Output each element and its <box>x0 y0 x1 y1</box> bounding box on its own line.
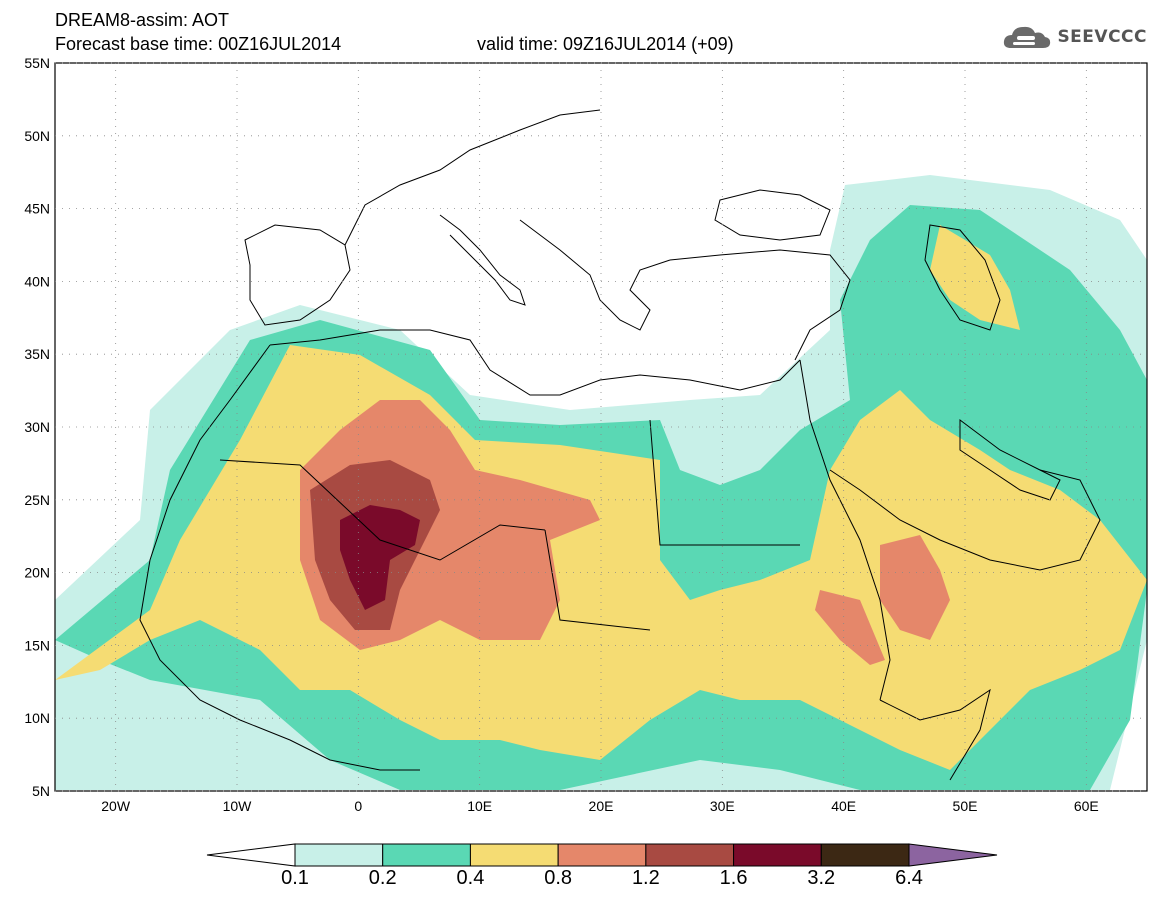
colorbar-tick-label: 0.4 <box>456 867 485 889</box>
latitude-labels: 5N 10N 15N 20N 25N 30N 35N 40N 45N 50N 55N <box>24 55 50 799</box>
aot-band-0.8-arabia <box>880 535 950 640</box>
colorbar-tick-label: 3.2 <box>807 867 836 889</box>
lat-tick-label: 35N <box>24 346 50 362</box>
coastlines <box>139 109 1101 781</box>
colorbar-tick-label: 1.6 <box>719 867 748 889</box>
lon-tick-label: 60E <box>1074 798 1099 814</box>
colorbar-low-extend <box>206 843 296 867</box>
lon-tick-label: 10W <box>223 798 253 814</box>
cloud-icon <box>1004 26 1051 48</box>
lat-tick-label: 40N <box>24 273 50 289</box>
lat-tick-label: 5N <box>32 783 50 799</box>
colorbar-high-extend <box>908 843 998 867</box>
lat-tick-label: 25N <box>24 492 50 508</box>
colorbar-tick-label: 1.2 <box>631 867 660 889</box>
aot-band-0.4-caspian <box>930 225 1020 330</box>
aot-band-0.8-redsea <box>815 590 885 665</box>
colorbar-tick-label: 6.4 <box>895 867 923 889</box>
valid-time: valid time: 09Z16JUL2014 (+09) <box>477 34 734 54</box>
colorbar-swatch <box>820 843 910 867</box>
lon-tick-label: 20W <box>101 798 131 814</box>
colorbar-swatch <box>557 843 647 867</box>
forecast-base-time: Forecast base time: 00Z16JUL2014 <box>55 34 342 54</box>
lon-tick-label: 10E <box>467 798 492 814</box>
colorbar-tick-label: 0.2 <box>368 867 397 889</box>
lon-tick-label: 20E <box>589 798 614 814</box>
lat-tick-label: 10N <box>24 710 50 726</box>
logo-text: SEEVCCC <box>1057 27 1147 47</box>
lat-tick-label: 45N <box>24 201 50 217</box>
aot-band-1.6 <box>340 505 420 610</box>
colorbar-swatch <box>733 843 822 867</box>
lon-tick-label: 40E <box>831 798 856 814</box>
colorbar-swatch <box>469 843 559 867</box>
lon-tick-label: 30E <box>710 798 735 814</box>
lon-tick-label: 50E <box>953 798 978 814</box>
lat-tick-label: 55N <box>24 55 50 71</box>
graticule <box>55 62 1147 792</box>
colorbar-swatch <box>294 843 384 867</box>
longitude-labels: 20W 10W 0 10E 20E 30E 40E 50E 60E <box>101 798 1099 814</box>
lat-tick-label: 15N <box>24 637 50 653</box>
colorbar <box>206 843 998 867</box>
lat-tick-label: 20N <box>24 565 50 581</box>
map-title: DREAM8-assim: AOT <box>55 10 230 30</box>
lon-tick-label: 0 <box>354 798 362 814</box>
colorbar-tick-label: 0.8 <box>544 867 573 889</box>
lat-tick-label: 50N <box>24 128 50 144</box>
colorbar-swatch <box>382 843 471 867</box>
colorbar-swatch <box>645 843 735 867</box>
colorbar-tick-label: 0.1 <box>281 867 309 889</box>
lat-tick-label: 30N <box>24 419 50 435</box>
logo: SEEVCCC <box>1001 22 1147 52</box>
